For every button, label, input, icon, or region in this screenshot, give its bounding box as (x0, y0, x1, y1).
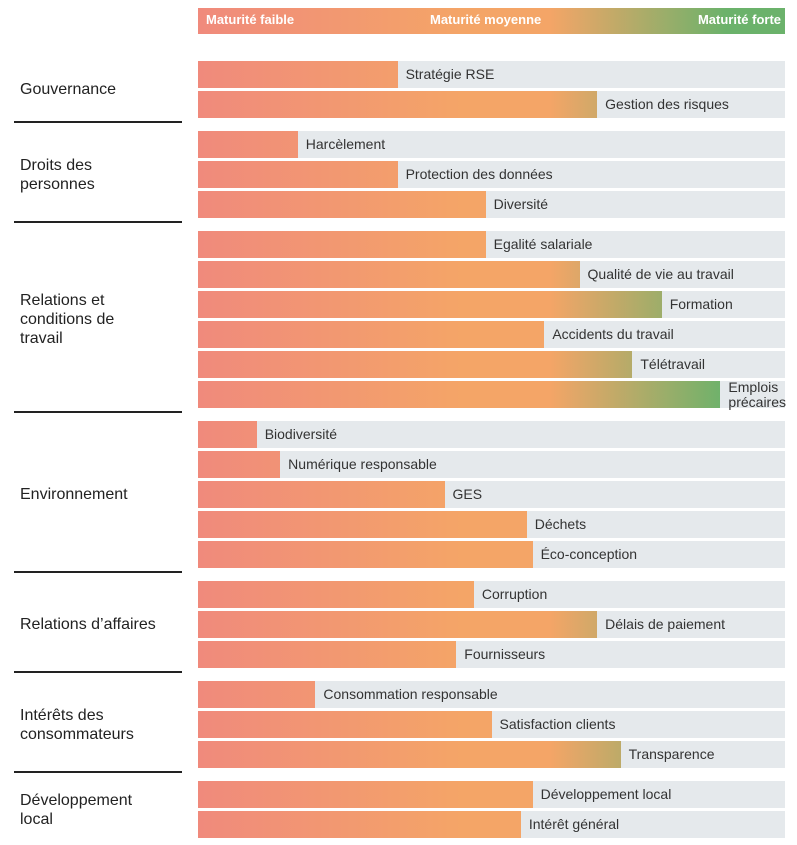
separator (14, 771, 182, 773)
bar (198, 681, 316, 708)
group-label: Développement local (20, 791, 133, 828)
bar (198, 611, 598, 638)
bar-label: Fournisseurs (464, 646, 546, 662)
separator (14, 571, 182, 573)
bar (198, 511, 527, 538)
track (198, 421, 785, 448)
bar-label: Transparence (628, 746, 715, 762)
bar (198, 741, 621, 768)
group-label: Gouvernance (20, 81, 117, 98)
bar-label: Emplois précaires (728, 378, 787, 410)
scale-label: Maturité forte (697, 12, 781, 27)
group-label: Relations et conditions de travail (20, 292, 115, 347)
bar-label: Numérique responsable (288, 456, 437, 472)
bar (198, 541, 533, 568)
bar (198, 581, 474, 608)
bar-label: Accidents du travail (552, 326, 674, 342)
separator (14, 221, 182, 223)
bar (198, 781, 533, 808)
bar (198, 91, 598, 118)
group-label: Relations d’affaires (20, 616, 156, 633)
bar-label: Stratégie RSE (405, 66, 495, 82)
group-label: Environnement (20, 486, 128, 503)
bar-label: Développement local (540, 786, 672, 802)
bar (198, 131, 298, 158)
bar-label: Egalité salariale (493, 236, 593, 252)
separator (14, 411, 182, 413)
bar-label: Délais de paiement (605, 616, 726, 632)
bar-label: Déchets (534, 516, 587, 532)
bar-label: Corruption (481, 586, 548, 602)
bar (198, 451, 281, 478)
bar-label: Consommation responsable (323, 686, 498, 702)
bar-label: GES (452, 486, 483, 502)
bar-label: Harcèlement (305, 136, 386, 152)
scale-label: Maturité moyenne (430, 12, 542, 27)
bar-label: Éco-conception (540, 546, 638, 562)
group-label: Droits des personnes (20, 156, 95, 193)
bar (198, 351, 633, 378)
bar-label: Formation (669, 296, 733, 312)
bar (198, 161, 398, 188)
bar-label: Satisfaction clients (499, 716, 616, 732)
separator (14, 121, 182, 123)
bar-label: Télétravail (640, 356, 705, 372)
bar (198, 231, 486, 258)
bar (198, 711, 492, 738)
bar (198, 641, 457, 668)
bar (198, 321, 545, 348)
bar (198, 811, 521, 838)
bar (198, 421, 257, 448)
bar (198, 481, 445, 508)
bar-label: Diversité (493, 196, 549, 212)
bar-label: Intérêt général (528, 816, 620, 832)
bar (198, 61, 398, 88)
bar-label: Gestion des risques (605, 96, 729, 112)
scale-label: Maturité faible (206, 12, 295, 27)
bar-label: Biodiversité (264, 426, 338, 442)
bar (198, 291, 662, 318)
bar (198, 381, 721, 408)
bar (198, 261, 580, 288)
scale-bar (198, 8, 785, 34)
track (198, 451, 785, 478)
separator (14, 671, 182, 673)
bar (198, 191, 486, 218)
group-label: Intérêts des consommateurs (20, 706, 134, 743)
bar-label: Qualité de vie au travail (587, 266, 734, 282)
bar-label: Protection des données (405, 166, 553, 182)
